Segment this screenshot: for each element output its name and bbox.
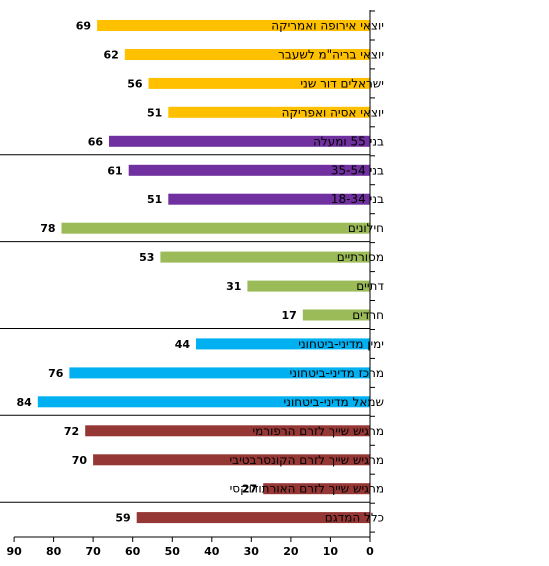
category-label-13: שמאל מדיני-ביטחוני: [283, 395, 384, 409]
bar-1: [124, 49, 370, 60]
value-label-11: 44: [175, 338, 191, 351]
x-tick-label-0: 90: [6, 545, 22, 558]
bar-5: [128, 164, 370, 176]
x-tick-label-9: 0: [366, 545, 374, 558]
value-label-13: 84: [16, 396, 32, 409]
category-label-8: מסורתיים: [337, 250, 384, 264]
category-label-14: מרגיש שייך לזרם הרפורמי: [252, 424, 384, 438]
value-label-6: 51: [147, 193, 162, 206]
category-label-5: בני 35-54: [331, 163, 384, 177]
category-label-10: חרדים: [352, 308, 384, 322]
bar-0: [97, 20, 370, 31]
bar-15: [93, 454, 370, 466]
category-label-1: יוצאי בריה"מ לשעבר: [278, 48, 384, 62]
category-label-4: בני 55 ומעלה: [313, 134, 384, 148]
bar-16: [263, 483, 370, 495]
category-label-11: ימין מדיני-ביטחוני: [298, 337, 384, 351]
value-labels: 69 62 56 51 66 61 51 78 53 31 17 44 76 84 72 70 27 59: [16, 20, 296, 525]
x-axis: 90 80 70 60 50 40 30 20 10 0: [6, 10, 375, 558]
x-tick-label-6: 30: [244, 545, 260, 558]
value-label-10: 17: [281, 309, 296, 322]
bar-8: [160, 251, 370, 263]
x-tick-label-4: 50: [165, 545, 181, 558]
category-label-16: מרגיש שייך לזרם האורתודוקסי: [230, 482, 384, 496]
x-tick-label-3: 60: [125, 545, 141, 558]
value-label-16: 27: [242, 483, 257, 496]
category-labels: יוצאי אירופה ואמריקה יוצאי בריה"מ לשעבר יש…: [229, 19, 384, 525]
x-tick-label-8: 10: [323, 545, 339, 558]
value-label-14: 72: [64, 425, 79, 438]
bar-6: [168, 193, 370, 205]
bar-11: [196, 338, 370, 350]
value-label-17: 59: [115, 512, 130, 525]
x-tick-label-7: 20: [283, 545, 299, 558]
x-tick-label-1: 80: [46, 545, 62, 558]
category-label-2: ישראלים דור שני: [300, 76, 384, 90]
category-label-3: יוצאי אסיה ואפריקה: [282, 105, 384, 119]
x-tick-label-5: 40: [204, 545, 220, 558]
value-label-9: 31: [226, 280, 241, 293]
value-label-3: 51: [147, 106, 162, 119]
bar-10: [302, 309, 370, 321]
bar-17: [136, 512, 370, 524]
bar-7: [61, 222, 370, 234]
value-label-5: 61: [107, 164, 122, 177]
value-label-0: 69: [76, 20, 91, 33]
value-label-15: 70: [72, 454, 88, 467]
category-label-15: מרגיש שייך לזרם הקונסרבטיבי: [229, 453, 384, 467]
group-separators: [0, 154, 370, 503]
bar-4: [109, 135, 370, 147]
bars: [37, 20, 371, 524]
value-label-4: 66: [88, 135, 104, 148]
bar-13: [37, 396, 371, 408]
value-label-8: 53: [139, 251, 154, 264]
bar-14: [85, 425, 370, 437]
x-tick-label-2: 70: [85, 545, 101, 558]
value-label-1: 62: [103, 49, 118, 62]
category-label-12: מרכז מדיני-ביטחוני: [290, 366, 384, 380]
category-label-0: יוצאי אירופה ואמריקה: [271, 19, 384, 33]
category-label-6: בני 18-34: [331, 192, 384, 206]
value-label-12: 76: [48, 367, 64, 380]
bar-3: [168, 106, 370, 118]
category-label-17: כלל המדגם: [325, 511, 384, 525]
bar-12: [69, 367, 371, 379]
value-label-2: 56: [127, 77, 143, 90]
bar-2: [148, 77, 370, 89]
bar-9: [247, 280, 370, 292]
category-label-7: חילונים: [348, 221, 384, 235]
value-label-7: 78: [40, 222, 55, 235]
